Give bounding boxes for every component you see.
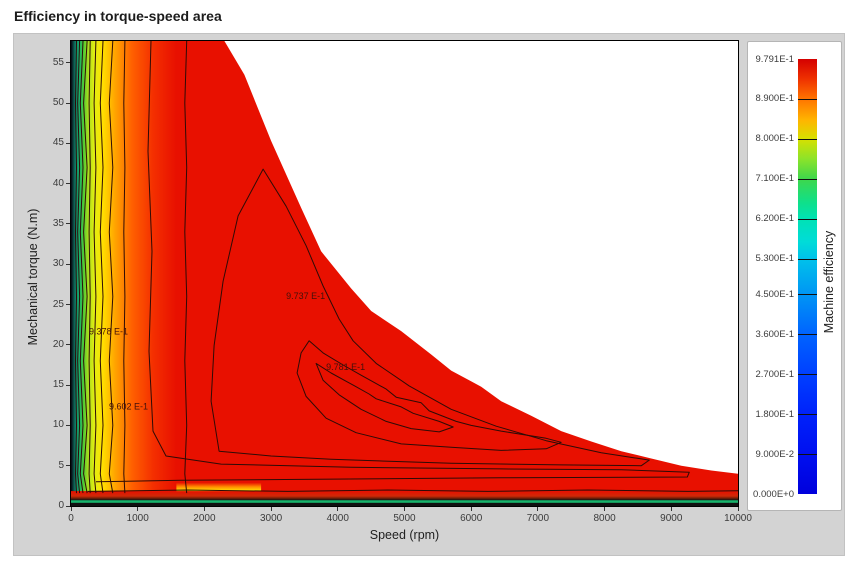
y-tick-mark xyxy=(66,424,70,426)
x-tick-label: 6000 xyxy=(460,513,483,524)
y-tick-label: 55 xyxy=(52,56,64,68)
x-tick-mark xyxy=(270,507,272,511)
x-axis-label: Speed (rpm) xyxy=(369,528,440,542)
x-tick-label: 8000 xyxy=(593,513,616,524)
y-tick-label: 50 xyxy=(52,97,64,109)
y-tick-mark xyxy=(66,142,70,144)
colorbar-tick-label: 7.100E-1 xyxy=(755,173,794,185)
y-tick-mark xyxy=(66,223,70,225)
y-tick-label: 25 xyxy=(52,298,64,310)
y-tick-mark xyxy=(66,102,70,104)
page-title: Efficiency in torque-speed area xyxy=(14,8,222,24)
colorbar-tick-label: 4.500E-1 xyxy=(755,288,794,300)
colorbar-tick-mark xyxy=(798,334,817,336)
y-tick-label: 20 xyxy=(52,338,64,350)
y-tick-label: 15 xyxy=(52,379,64,391)
x-tick-label: 9000 xyxy=(660,513,683,524)
colorbar-tick-label: 5.300E-1 xyxy=(755,253,794,265)
y-tick-label: 40 xyxy=(52,177,64,189)
colorbar-tick-mark xyxy=(798,178,817,180)
y-tick-mark xyxy=(66,62,70,64)
colorbar-tick-label: 9.000E-2 xyxy=(755,448,794,460)
y-tick-mark xyxy=(66,183,70,185)
colorbar-tick-mark xyxy=(798,454,817,455)
chart-panel: 9.378 E-1 9.602 E-1 9.737 E-1 9.781 E-1 Mec… xyxy=(13,33,845,556)
x-tick-label: 10000 xyxy=(724,513,752,524)
y-tick-label: 45 xyxy=(52,137,64,149)
y-tick-mark xyxy=(66,384,70,386)
colorbar-tick-mark xyxy=(798,414,817,415)
contour-label: 9.737 E-1 xyxy=(286,291,325,301)
colorbar-tick-label: 0.000E+0 xyxy=(753,488,794,500)
colorbar-gradient xyxy=(798,59,817,494)
x-tick-label: 3000 xyxy=(259,513,283,524)
x-tick-mark xyxy=(203,507,205,511)
contour-label: 9.378 E-1 xyxy=(89,326,128,336)
x-tick-mark xyxy=(337,507,339,511)
x-tick-label: 1000 xyxy=(126,513,149,524)
x-tick-mark xyxy=(537,507,539,511)
x-tick-mark xyxy=(137,507,139,511)
colorbar-tick-mark xyxy=(798,294,817,296)
x-tick-label: 7000 xyxy=(526,513,550,524)
plot-canvas[interactable]: 9.378 E-1 9.602 E-1 9.737 E-1 9.781 E-1 xyxy=(70,40,739,507)
colorbar-tick-label: 2.700E-1 xyxy=(755,368,794,380)
x-tick-label: 4000 xyxy=(326,513,349,524)
x-tick-label: 0 xyxy=(68,513,74,524)
contour-label: 9.602 E-1 xyxy=(109,401,148,411)
x-tick-mark xyxy=(470,507,472,511)
colorbar-tick-label: 6.200E-1 xyxy=(755,213,794,225)
y-tick-label: 5 xyxy=(58,459,64,471)
colorbar-tick-label: 1.800E-1 xyxy=(755,408,794,420)
y-tick-mark xyxy=(66,263,70,265)
colorbar-tick-mark xyxy=(798,374,817,375)
colorbar-tick-label: 8.900E-1 xyxy=(755,93,794,105)
y-tick-mark xyxy=(66,505,70,507)
contour-label: 9.781 E-1 xyxy=(326,362,365,372)
y-tick-mark xyxy=(66,304,70,306)
colorbar-tick-mark xyxy=(798,218,817,220)
colorbar-tick-label: 8.000E-1 xyxy=(755,133,794,145)
y-tick-label: 35 xyxy=(52,217,64,229)
colorbar-tick-label: 3.600E-1 xyxy=(755,328,794,340)
x-tick-mark xyxy=(670,507,672,511)
colorbar-tick-mark xyxy=(798,258,817,260)
x-tick-mark xyxy=(604,507,606,511)
y-tick-label: 10 xyxy=(52,419,64,431)
y-tick-label: 30 xyxy=(52,258,64,270)
x-tick-mark xyxy=(737,507,739,511)
colorbar-title: Machine efficiency xyxy=(822,230,836,334)
x-tick-mark xyxy=(70,507,72,511)
x-tick-label: 5000 xyxy=(393,513,416,524)
colorbar: Machine efficiency 9.791E-1 8.900E-1 8.000… xyxy=(747,41,842,511)
y-tick-label: 0 xyxy=(58,500,64,511)
colorbar-tick-mark xyxy=(798,98,817,100)
x-tick-label: 2000 xyxy=(193,513,216,524)
y-tick-mark xyxy=(66,344,70,346)
colorbar-tick-mark xyxy=(798,138,817,140)
x-tick-mark xyxy=(404,507,405,511)
colorbar-tick-label: 9.791E-1 xyxy=(755,53,794,65)
y-tick-mark xyxy=(66,465,70,467)
